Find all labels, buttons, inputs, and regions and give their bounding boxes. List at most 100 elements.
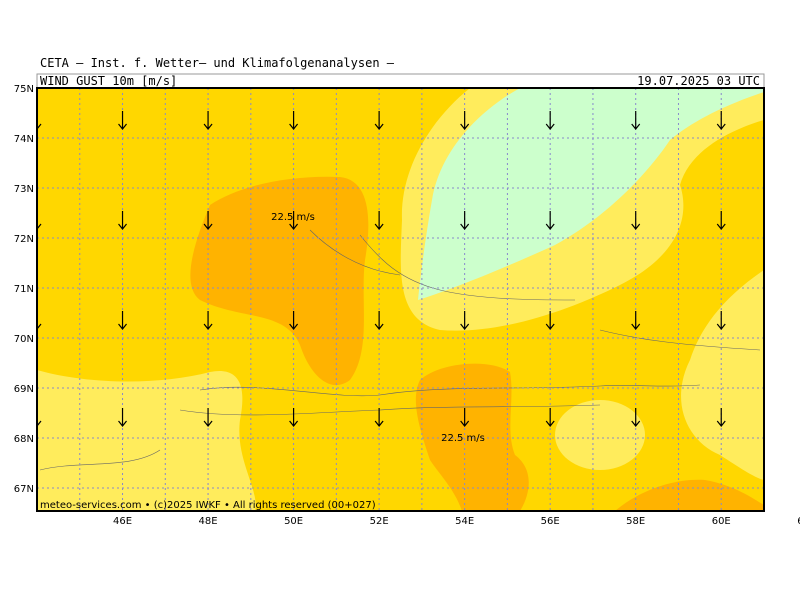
gust-zone (555, 400, 645, 470)
wind-arrow (716, 211, 726, 230)
wind-arrows (37, 111, 726, 427)
arrow-shape (289, 111, 299, 130)
lat-label: 73N (14, 184, 34, 195)
wind-arrow (118, 111, 127, 130)
arrow-shape (289, 408, 299, 427)
lon-label: 48E (199, 516, 218, 527)
arrow-shape (118, 311, 127, 330)
datetime: 19.07.2025 03 UTC (637, 74, 760, 88)
wind-arrow (631, 211, 641, 230)
arrow-shape (716, 211, 726, 230)
wind-arrow (118, 408, 127, 427)
lon-label: 50E (284, 516, 303, 527)
gust-zone (681, 270, 764, 480)
lon-label: 62E (797, 516, 800, 527)
arrow-shape (37, 111, 42, 130)
gust-zone (615, 479, 764, 511)
arrow-shape (631, 408, 641, 427)
axis-labels: 75N 74N 73N 72N 71N 70N 69N 68N 67N 46E 48E 50E 52E 5… (14, 84, 800, 527)
header-title: CETA — Inst. f. Wetter— und Klimafolgena… (40, 56, 395, 70)
arrow-shape (545, 111, 555, 130)
arrow-shape (118, 211, 127, 230)
footer: meteo-services.com • (c)2025 IWKF • All … (40, 500, 376, 511)
wind-arrow (289, 408, 299, 427)
wind-arrow (460, 111, 470, 130)
wind-arrow (289, 311, 299, 330)
wind-arrow (374, 408, 384, 427)
arrow-shape (203, 111, 213, 130)
wind-arrow (203, 311, 213, 330)
wind-arrow (374, 111, 384, 130)
arrow-shape (37, 408, 42, 427)
lon-label: 46E (113, 516, 132, 527)
wind-arrow (460, 408, 470, 427)
wind-arrow (716, 311, 726, 330)
arrow-shape (460, 111, 470, 130)
lon-label: 58E (626, 516, 645, 527)
wind-arrow (118, 211, 127, 230)
field-label: WIND_GUST_10m_[m/s] (40, 74, 177, 88)
wind-arrow (289, 211, 299, 230)
lat-label: 68N (14, 434, 34, 445)
lat-label: 75N (14, 84, 34, 95)
lat-label: 74N (14, 134, 34, 145)
arrow-shape (631, 211, 641, 230)
arrow-shape (203, 211, 213, 230)
lon-label: 56E (541, 516, 560, 527)
lat-label: 71N (14, 284, 34, 295)
arrow-shape (545, 311, 555, 330)
arrow-shape (716, 111, 726, 130)
arrow-shape (37, 211, 42, 230)
wind-arrow (631, 311, 641, 330)
arrow-shape (545, 211, 555, 230)
arrow-shape (203, 408, 213, 427)
wind-arrow (460, 311, 470, 330)
arrow-shape (631, 111, 641, 130)
lat-label: 69N (14, 384, 34, 395)
arrow-shape (374, 408, 384, 427)
arrow-shape (289, 211, 299, 230)
grid (37, 88, 764, 511)
map-frame (36, 87, 765, 512)
lat-label: 72N (14, 234, 34, 245)
wind-arrow (37, 211, 42, 230)
arrow-shape (460, 211, 470, 230)
gust-zone (415, 363, 529, 511)
wind-arrow (203, 211, 213, 230)
lat-label: 70N (14, 334, 34, 345)
wind-arrow (716, 111, 726, 130)
arrow-shape (203, 311, 213, 330)
coastline (39, 229, 761, 471)
wind-arrow (545, 311, 555, 330)
wind-arrow (203, 408, 213, 427)
arrow-shape (545, 408, 555, 427)
wind-arrow (460, 211, 470, 230)
arrow-shape (716, 408, 726, 427)
wind-arrow (203, 111, 213, 130)
gust-zone (190, 176, 369, 386)
gust-zone (37, 370, 256, 511)
wind-arrow (545, 111, 555, 130)
gust-zone (418, 88, 764, 300)
arrow-shape (118, 408, 127, 427)
wind-arrow (716, 408, 726, 427)
wind-arrow (631, 111, 641, 130)
arrow-shape (631, 311, 641, 330)
arrow-shape (374, 311, 384, 330)
wind-arrow (289, 111, 299, 130)
lon-label: 54E (455, 516, 474, 527)
arrow-shape (374, 211, 384, 230)
wind-arrow (631, 408, 641, 427)
arrow-shape (460, 408, 470, 427)
wind-arrow (118, 311, 127, 330)
arrow-shape (374, 111, 384, 130)
arrow-shape (37, 311, 42, 330)
arrow-shape (460, 311, 470, 330)
wind-arrow (374, 311, 384, 330)
wind-arrow (545, 408, 555, 427)
map-fill (37, 88, 764, 511)
arrow-shape (289, 311, 299, 330)
annotation: 22.5 m/s (441, 433, 485, 444)
lon-label: 52E (370, 516, 389, 527)
arrow-shape (716, 311, 726, 330)
